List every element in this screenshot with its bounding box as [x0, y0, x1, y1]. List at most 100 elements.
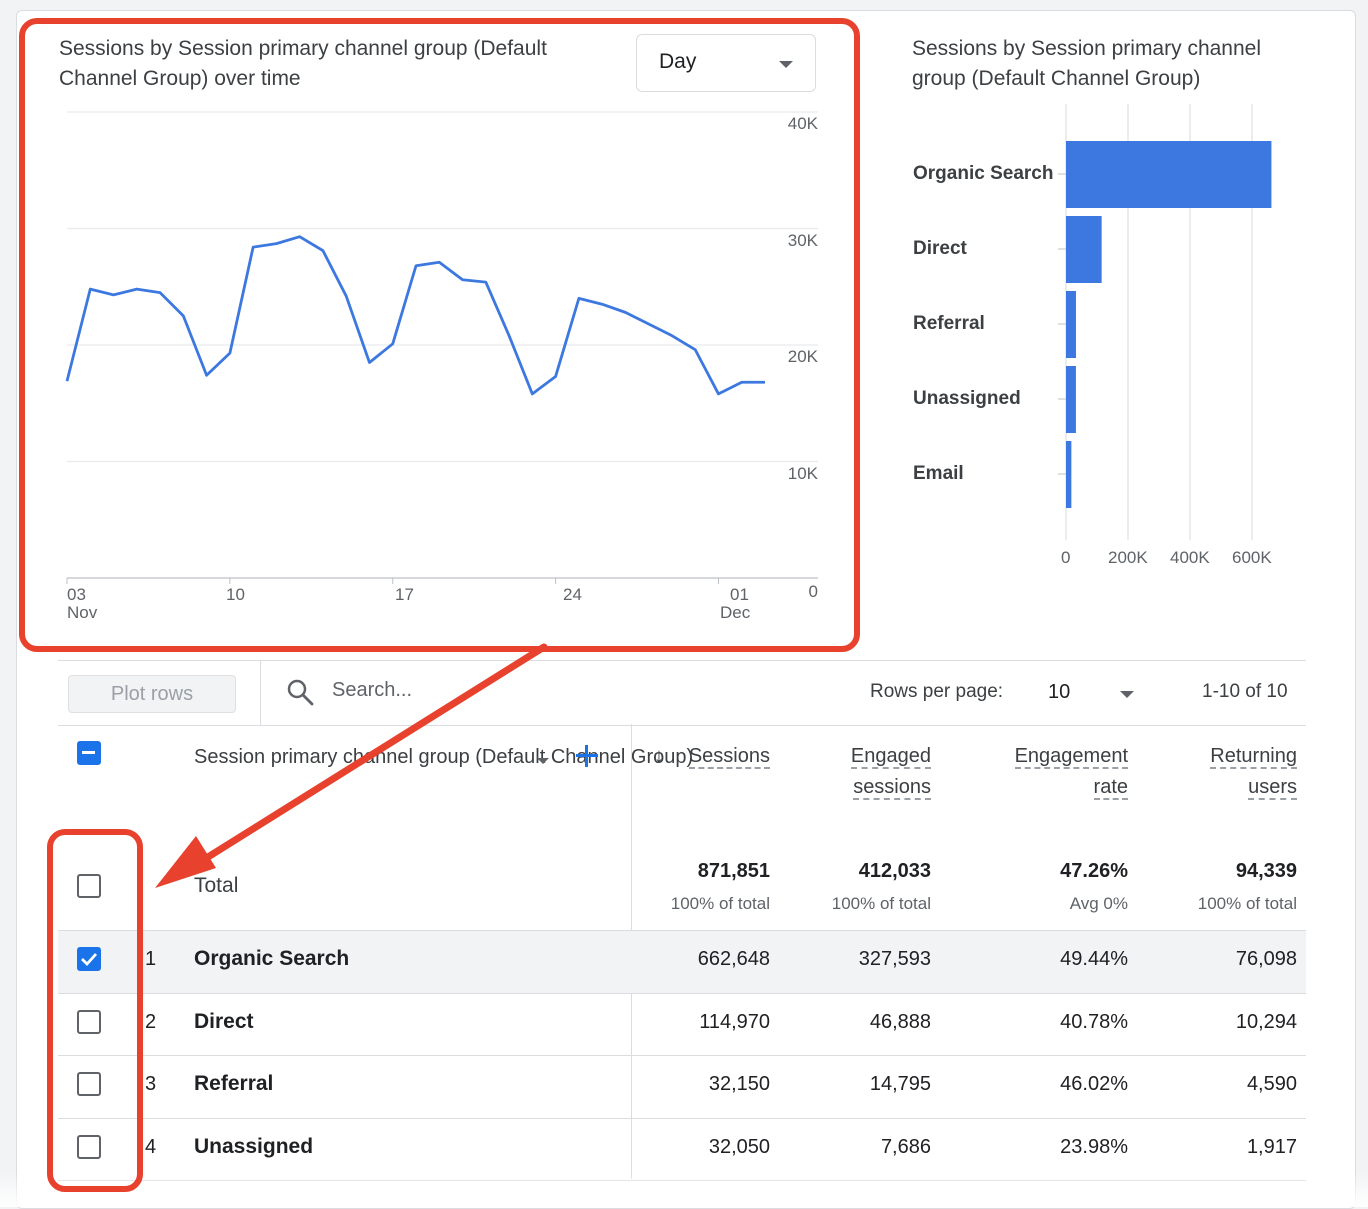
- checkmark-icon: [81, 953, 98, 967]
- pagination-label: 1-10 of 10: [1202, 681, 1288, 702]
- bar[interactable]: [1066, 366, 1076, 433]
- x-tick-month: Dec: [720, 603, 751, 622]
- column-header-sessions[interactable]: ↓ Sessions: [640, 741, 770, 772]
- x-tick-day: 24: [563, 585, 582, 604]
- table-toolbar: Plot rows Search... Rows per page: 10 1-…: [58, 660, 1306, 726]
- plus-icon[interactable]: [576, 745, 598, 767]
- column-header-label: Returning: [1210, 745, 1297, 769]
- bar-chart: [1058, 104, 1272, 540]
- table-row[interactable]: [58, 930, 1306, 993]
- x-tick-label: 200K: [1108, 548, 1148, 567]
- cell-sessions: 114,970: [699, 1010, 770, 1033]
- bar[interactable]: [1066, 216, 1102, 283]
- total-returning-users-sub: 100% of total: [1197, 894, 1297, 913]
- total-label: Total: [194, 874, 239, 897]
- rows-per-page-select[interactable]: 10: [1044, 665, 1144, 721]
- bar-category-label: Email: [913, 463, 964, 484]
- x-tick-label: 600K: [1232, 548, 1272, 567]
- annotation-box-checkboxes: [47, 829, 143, 1192]
- chevron-down-icon: [1120, 691, 1134, 698]
- row-checkbox[interactable]: [77, 1072, 101, 1096]
- bar-category-label: Unassigned: [913, 388, 1021, 409]
- x-tick-day: 01: [730, 585, 749, 604]
- sort-arrow-icon: ↓: [654, 745, 664, 767]
- cell-engaged-sessions: 46,888: [869, 1010, 931, 1033]
- sessions-series-line: [65, 235, 765, 396]
- x-tick-label: 03 Nov: [67, 586, 97, 622]
- cell-engagement-rate: 46.02%: [1060, 1073, 1128, 1095]
- column-header-label: rate: [1093, 776, 1128, 800]
- total-sessions-sub: 100% of total: [670, 894, 770, 913]
- column-header-returning-users[interactable]: Returning users: [1140, 741, 1297, 803]
- total-engagement-rate-sub: Avg 0%: [1069, 894, 1128, 913]
- minus-icon: [82, 751, 95, 754]
- cell-returning-users: 4,590: [1246, 1073, 1297, 1095]
- dimension-header[interactable]: Session primary channel group (Default C…: [194, 746, 694, 768]
- column-header-engagement-rate[interactable]: Engagement rate: [960, 741, 1128, 803]
- bar[interactable]: [1066, 141, 1272, 208]
- x-tick-day: 10: [226, 585, 245, 604]
- bar[interactable]: [1066, 291, 1076, 358]
- row-checkbox[interactable]: [77, 1134, 101, 1159]
- cell-sessions: 32,150: [708, 1073, 770, 1095]
- x-tick-day: 03: [67, 585, 86, 604]
- scroll-fade: [0, 1170, 1368, 1207]
- y-tick-label: 20K: [787, 347, 818, 366]
- cell-engaged-sessions: 7,686: [880, 1135, 931, 1158]
- row-number: 2: [145, 1010, 157, 1033]
- cell-engaged-sessions: 327,593: [858, 948, 931, 970]
- x-tick-label: 17: [395, 586, 414, 604]
- cell-engagement-rate: 23.98%: [1060, 1135, 1128, 1158]
- chevron-down-icon: [779, 61, 793, 68]
- total-sessions: 871,851: [697, 860, 770, 882]
- cell-returning-users: 10,294: [1235, 1010, 1297, 1033]
- table-row[interactable]: [58, 1055, 1306, 1118]
- line-chart-title: Sessions by Session primary channel grou…: [59, 37, 547, 90]
- cell-sessions: 662,648: [697, 948, 770, 970]
- column-header-label: Engagement: [1014, 745, 1128, 769]
- total-engagement-rate: 47.26%: [1060, 860, 1128, 882]
- row-channel-name: Unassigned: [194, 1134, 314, 1158]
- column-header-label: Sessions: [688, 745, 770, 769]
- y-tick-label: 10K: [787, 463, 818, 483]
- table-row[interactable]: [58, 1117, 1306, 1181]
- dimension-dropdown-icon[interactable]: [537, 758, 549, 764]
- row-checkbox[interactable]: [77, 1009, 101, 1034]
- table-row[interactable]: [58, 992, 1306, 1056]
- row-number: 3: [145, 1073, 157, 1095]
- x-tick-label: 400K: [1170, 548, 1210, 567]
- select-all-checkbox[interactable]: [77, 741, 101, 765]
- x-tick-label: 01 Dec: [720, 586, 750, 622]
- row-checkbox[interactable]: [77, 947, 101, 971]
- cell-returning-users: 76,098: [1235, 948, 1297, 970]
- granularity-dropdown[interactable]: Day: [636, 34, 816, 92]
- x-tick-label: 0: [1061, 548, 1071, 567]
- column-header-engaged-sessions[interactable]: Engaged sessions: [780, 741, 931, 803]
- cell-engagement-rate: 49.44%: [1060, 948, 1128, 970]
- column-header-label: users: [1248, 776, 1297, 800]
- annotation-box-line-chart: [19, 18, 860, 652]
- search-input[interactable]: Search...: [332, 679, 413, 701]
- cell-engaged-sessions: 14,795: [869, 1073, 931, 1095]
- total-engaged-sessions-sub: 100% of total: [831, 894, 931, 913]
- bar-category-label: Organic Search: [913, 163, 1054, 184]
- plot-rows-button[interactable]: Plot rows: [68, 675, 236, 713]
- cell-engagement-rate: 40.78%: [1060, 1010, 1128, 1033]
- y-tick-label: 0: [808, 582, 818, 601]
- y-tick-label: 40K: [787, 114, 818, 133]
- column-header-label: sessions: [853, 776, 931, 800]
- row-number: 4: [145, 1135, 157, 1158]
- bar[interactable]: [1066, 441, 1072, 508]
- row-channel-name: Organic Search: [194, 947, 350, 970]
- x-tick-month: Nov: [67, 603, 98, 622]
- bar-chart-title: Sessions by Session primary channel grou…: [912, 37, 1262, 90]
- row-channel-name: Direct: [194, 1009, 254, 1033]
- total-returning-users: 94,339: [1235, 860, 1297, 882]
- cell-returning-users: 1,917: [1246, 1135, 1297, 1158]
- x-tick-label: 24: [563, 586, 582, 604]
- total-checkbox[interactable]: [77, 874, 101, 898]
- rows-per-page-value: 10: [1048, 681, 1071, 703]
- bar-category-label: Referral: [913, 313, 985, 334]
- search-icon: [287, 679, 314, 706]
